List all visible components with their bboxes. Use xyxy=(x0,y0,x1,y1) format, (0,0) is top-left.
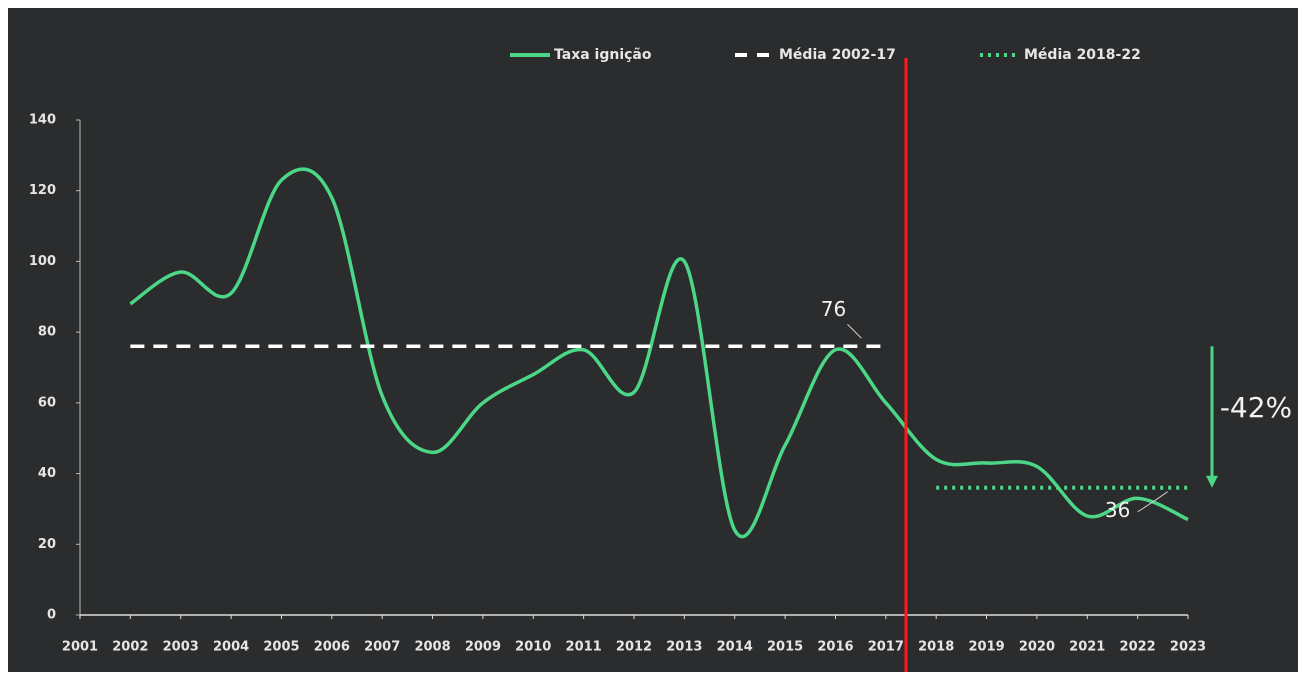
x-tick-label: 2014 xyxy=(717,640,753,655)
x-tick-label: 2012 xyxy=(616,640,652,655)
x-tick-label: 2023 xyxy=(1170,640,1206,655)
x-tick-label: 2021 xyxy=(1069,640,1105,655)
annotation-pointer xyxy=(1137,491,1168,513)
x-tick-label: 2005 xyxy=(263,640,299,655)
series-line xyxy=(129,167,1189,539)
y-tick-label: 80 xyxy=(38,325,56,340)
x-tick-label: 2002 xyxy=(112,640,148,655)
x-tick-label: 2010 xyxy=(515,640,551,655)
x-tick-label: 2003 xyxy=(163,640,199,655)
y-tick-label: 120 xyxy=(29,183,56,198)
change-arrowhead xyxy=(1206,475,1218,488)
change-label: -42% xyxy=(1220,391,1292,424)
x-tick-label: 2001 xyxy=(62,640,98,655)
annotation: 36 xyxy=(1105,498,1130,522)
legend-label: Taxa ignição xyxy=(554,47,652,63)
legend-label: Média 2002-17 xyxy=(779,47,896,63)
x-tick-label: 2009 xyxy=(465,640,501,655)
y-tick-label: 100 xyxy=(29,254,56,269)
x-tick-label: 2019 xyxy=(968,640,1004,655)
x-tick-label: 2022 xyxy=(1120,640,1156,655)
legend-label: Média 2018-22 xyxy=(1024,47,1141,63)
y-tick-label: 60 xyxy=(38,395,56,410)
x-tick-label: 2008 xyxy=(414,640,450,655)
x-tick-label: 2015 xyxy=(767,640,803,655)
annotation-pointer xyxy=(847,323,862,339)
x-tick-label: 2017 xyxy=(868,640,904,655)
y-tick-label: 20 xyxy=(38,537,56,552)
x-tick-label: 2011 xyxy=(566,640,602,655)
x-tick-label: 2020 xyxy=(1019,640,1055,655)
x-tick-label: 2013 xyxy=(666,640,702,655)
x-tick-label: 2007 xyxy=(364,640,400,655)
x-tick-label: 2006 xyxy=(314,640,350,655)
x-tick-label: 2004 xyxy=(213,640,249,655)
y-tick-label: 140 xyxy=(29,113,56,128)
y-tick-label: 0 xyxy=(47,608,56,623)
annotation: 76 xyxy=(821,297,846,321)
x-tick-label: 2016 xyxy=(817,640,853,655)
x-tick-label: 2018 xyxy=(918,640,954,655)
y-tick-label: 40 xyxy=(38,466,56,481)
